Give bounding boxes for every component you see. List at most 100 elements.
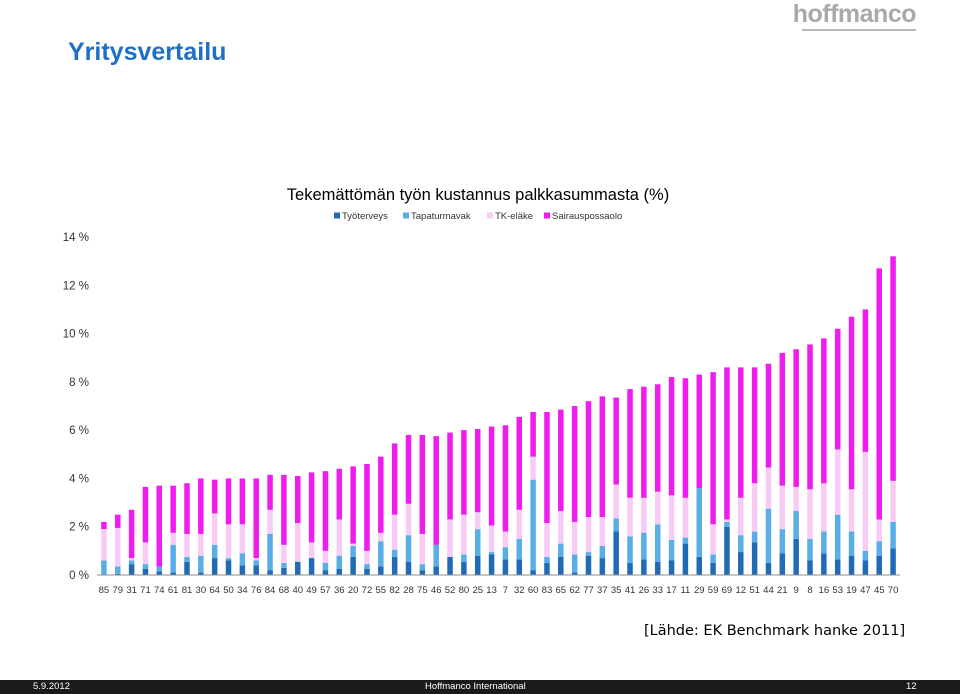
x-tick-label: 21 (777, 585, 788, 596)
x-tick-label: 32 (514, 585, 525, 596)
x-tick-label: 33 (652, 585, 663, 596)
bar-segment (170, 485, 176, 533)
bar-segment (876, 268, 882, 520)
legend-swatch (487, 212, 493, 219)
bar-segment (738, 535, 744, 553)
x-tick-label: 83 (542, 585, 553, 596)
bar-segment (170, 572, 176, 575)
bar-segment (738, 367, 744, 498)
bar-segment (308, 472, 315, 543)
bar-segment (890, 256, 896, 481)
bar-segment (599, 546, 606, 559)
bar-segment (807, 560, 813, 575)
bar-segment (198, 555, 204, 573)
bar-segment (613, 484, 619, 519)
bar-segment (184, 533, 190, 557)
bar-segment (807, 489, 813, 539)
bar-segment (253, 478, 259, 559)
bar-segment (295, 561, 301, 575)
bar-segment (668, 560, 675, 575)
bar-segment (585, 552, 592, 556)
bar-segment (253, 565, 259, 575)
bar-segment (474, 512, 481, 530)
bar-segment (419, 434, 426, 534)
bar-segment (239, 565, 246, 575)
bar-segment (530, 570, 536, 575)
bar-segment (751, 367, 758, 484)
bar-segment (322, 471, 329, 551)
bar-segment (433, 544, 439, 567)
bar-segment (848, 555, 855, 575)
bar-segment (474, 529, 481, 556)
bar-segment (378, 566, 384, 575)
bar-segment (225, 560, 232, 575)
bar-segment (488, 552, 495, 555)
bar-segment (419, 564, 426, 571)
bar-segment (308, 542, 315, 559)
bar-segment (198, 533, 204, 556)
x-tick-label: 74 (154, 585, 165, 596)
bar-segment (350, 556, 356, 575)
bar-segment (544, 412, 550, 524)
bar-segment (198, 572, 204, 575)
x-tick-label: 60 (528, 585, 539, 596)
bar-segment (682, 543, 689, 575)
chart-bars (101, 256, 896, 575)
y-tick-label: 14 % (63, 232, 89, 244)
bar-segment (890, 548, 896, 575)
bar-segment (225, 524, 232, 559)
bar-segment (779, 485, 786, 530)
bar-segment (862, 550, 869, 561)
bar-segment (585, 401, 592, 518)
bar-segment (710, 562, 716, 575)
bar-segment (765, 467, 772, 509)
x-tick-label: 61 (168, 585, 179, 596)
bar-segment (405, 434, 412, 504)
bar-segment (142, 486, 149, 543)
bar-segment (751, 542, 758, 575)
bar-segment (239, 478, 246, 525)
bar-segment (585, 517, 592, 553)
bar-segment (378, 541, 384, 567)
bar-segment (502, 547, 509, 560)
x-tick-label: 84 (265, 585, 276, 596)
bar-segment (281, 567, 287, 575)
bar-segment (682, 378, 689, 498)
x-tick-label: 16 (819, 585, 830, 596)
x-tick-label: 34 (237, 585, 248, 596)
bar-segment (821, 531, 827, 554)
y-tick-label: 10 % (63, 329, 89, 341)
bar-segment (142, 564, 149, 569)
x-tick-label: 47 (860, 585, 871, 596)
bar-segment (544, 562, 550, 575)
x-tick-label: 31 (126, 585, 137, 596)
bar-segment (876, 541, 882, 556)
bar-segment (267, 570, 273, 575)
x-tick-label: 8 (807, 585, 812, 596)
x-tick-label: 82 (389, 585, 400, 596)
bar-segment (447, 432, 453, 520)
bar-segment (654, 384, 661, 492)
bar-segment (461, 514, 467, 555)
bar-segment (488, 525, 495, 553)
bar-segment (696, 488, 702, 557)
x-tick-label: 65 (556, 585, 567, 596)
x-tick-label: 55 (376, 585, 387, 596)
bar-segment (142, 568, 149, 575)
bar-segment (364, 550, 370, 565)
bar-segment (821, 553, 827, 575)
y-tick-label: 0 % (69, 570, 89, 582)
bar-segment (793, 486, 799, 512)
y-tick-label: 8 % (69, 377, 89, 389)
bar-segment (807, 344, 813, 490)
bar-segment (848, 316, 855, 490)
x-tick-label: 44 (763, 585, 774, 596)
x-tick-label: 20 (348, 585, 359, 596)
bar-segment (391, 556, 398, 575)
bar-segment (170, 544, 176, 573)
bar-segment (295, 476, 301, 524)
bar-segment (558, 543, 564, 557)
bar-segment (516, 559, 523, 575)
bar-segment (571, 554, 578, 573)
